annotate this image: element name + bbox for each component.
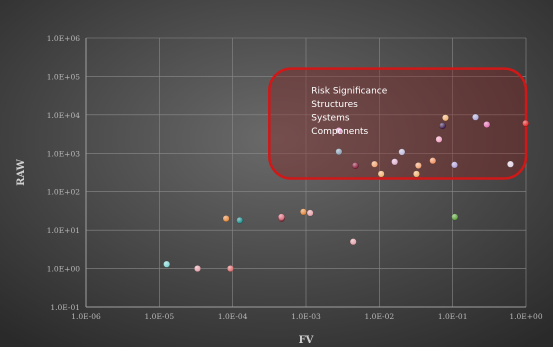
data-point-shine bbox=[451, 161, 458, 169]
data-point-shine bbox=[398, 148, 406, 156]
data-point bbox=[413, 170, 420, 178]
y-axis-title: RAW bbox=[16, 158, 27, 186]
data-points bbox=[163, 113, 530, 273]
data-point bbox=[391, 158, 399, 166]
data-point-shine bbox=[507, 160, 514, 168]
data-point-shine bbox=[472, 113, 479, 121]
y-tick-label: 1.0E+00 bbox=[47, 265, 80, 274]
data-point-shine bbox=[415, 162, 422, 169]
x-tick-label: 1.0E-05 bbox=[145, 312, 175, 321]
annotation-line: Components bbox=[311, 127, 368, 137]
data-point-shine bbox=[377, 170, 385, 178]
data-point bbox=[429, 157, 437, 165]
y-tick-label: 1.0E+02 bbox=[47, 188, 80, 197]
data-point-shine bbox=[413, 170, 420, 178]
data-point bbox=[414, 162, 422, 169]
data-point-shine bbox=[227, 265, 234, 272]
annotation-line: Systems bbox=[311, 114, 350, 124]
data-point bbox=[442, 114, 449, 122]
x-tick-label: 1.0E+00 bbox=[509, 312, 542, 321]
data-point bbox=[236, 216, 244, 224]
data-point-shine bbox=[435, 136, 443, 143]
data-point-shine bbox=[335, 148, 343, 155]
x-tick-label: 1.0E-03 bbox=[291, 312, 321, 321]
x-tick-label: 1.0E-02 bbox=[365, 312, 395, 321]
data-point-shine bbox=[371, 160, 378, 168]
data-point-shine bbox=[163, 260, 170, 268]
axes bbox=[85, 38, 526, 308]
data-point-shine bbox=[194, 265, 201, 272]
x-tick-label: 1.0E-06 bbox=[71, 312, 101, 321]
y-tick-label: 1.0E+03 bbox=[47, 149, 80, 158]
data-point bbox=[349, 238, 357, 246]
data-point-shine bbox=[306, 209, 314, 217]
data-point-shine bbox=[352, 162, 359, 169]
data-point bbox=[371, 160, 379, 168]
data-point-shine bbox=[278, 213, 285, 221]
data-point-shine bbox=[439, 122, 446, 129]
data-point-shine bbox=[451, 213, 459, 221]
data-point bbox=[194, 265, 202, 273]
data-point-shine bbox=[300, 208, 307, 216]
data-point bbox=[278, 213, 285, 221]
x-tick-label: 1.0E-01 bbox=[438, 312, 468, 321]
data-point-shine bbox=[222, 215, 230, 222]
data-point bbox=[472, 113, 479, 121]
data-point-shine bbox=[429, 157, 437, 164]
data-point bbox=[451, 213, 459, 221]
annotation-line: Risk Significance bbox=[311, 87, 387, 97]
y-tick-label: 1.0E+06 bbox=[47, 34, 80, 43]
data-point bbox=[435, 135, 443, 143]
data-point bbox=[222, 215, 230, 223]
data-point bbox=[451, 161, 458, 169]
data-point bbox=[522, 119, 530, 127]
y-tick-label: 1.0E-01 bbox=[50, 303, 80, 312]
x-axis-title: FV bbox=[299, 335, 314, 346]
data-point bbox=[398, 148, 406, 156]
data-point bbox=[227, 265, 234, 273]
data-point-shine bbox=[483, 121, 490, 128]
data-point bbox=[439, 122, 446, 130]
data-point-shine bbox=[522, 120, 529, 127]
data-point bbox=[377, 170, 385, 178]
data-point bbox=[507, 160, 514, 168]
annotation-line: Structures bbox=[311, 100, 358, 110]
labels: 1.0E-06 1.0E-05 1.0E-04 1.0E-03 1.0E-02 1.0E-… bbox=[16, 34, 543, 346]
data-point bbox=[351, 162, 359, 169]
data-point bbox=[299, 208, 307, 216]
data-point bbox=[163, 260, 171, 268]
data-point-shine bbox=[236, 217, 243, 224]
data-point bbox=[335, 148, 343, 156]
data-point bbox=[335, 127, 343, 135]
y-tick-label: 1.0E+04 bbox=[47, 111, 80, 120]
y-tick-label: 1.0E+01 bbox=[47, 226, 80, 235]
data-point bbox=[306, 209, 314, 217]
x-tick-label: 1.0E-04 bbox=[218, 312, 248, 321]
data-point-shine bbox=[350, 238, 357, 245]
data-point-shine bbox=[391, 158, 398, 166]
data-point bbox=[483, 121, 491, 128]
data-point-shine bbox=[442, 114, 449, 121]
data-point-shine bbox=[335, 127, 343, 134]
y-tick-label: 1.0E+05 bbox=[47, 72, 80, 81]
